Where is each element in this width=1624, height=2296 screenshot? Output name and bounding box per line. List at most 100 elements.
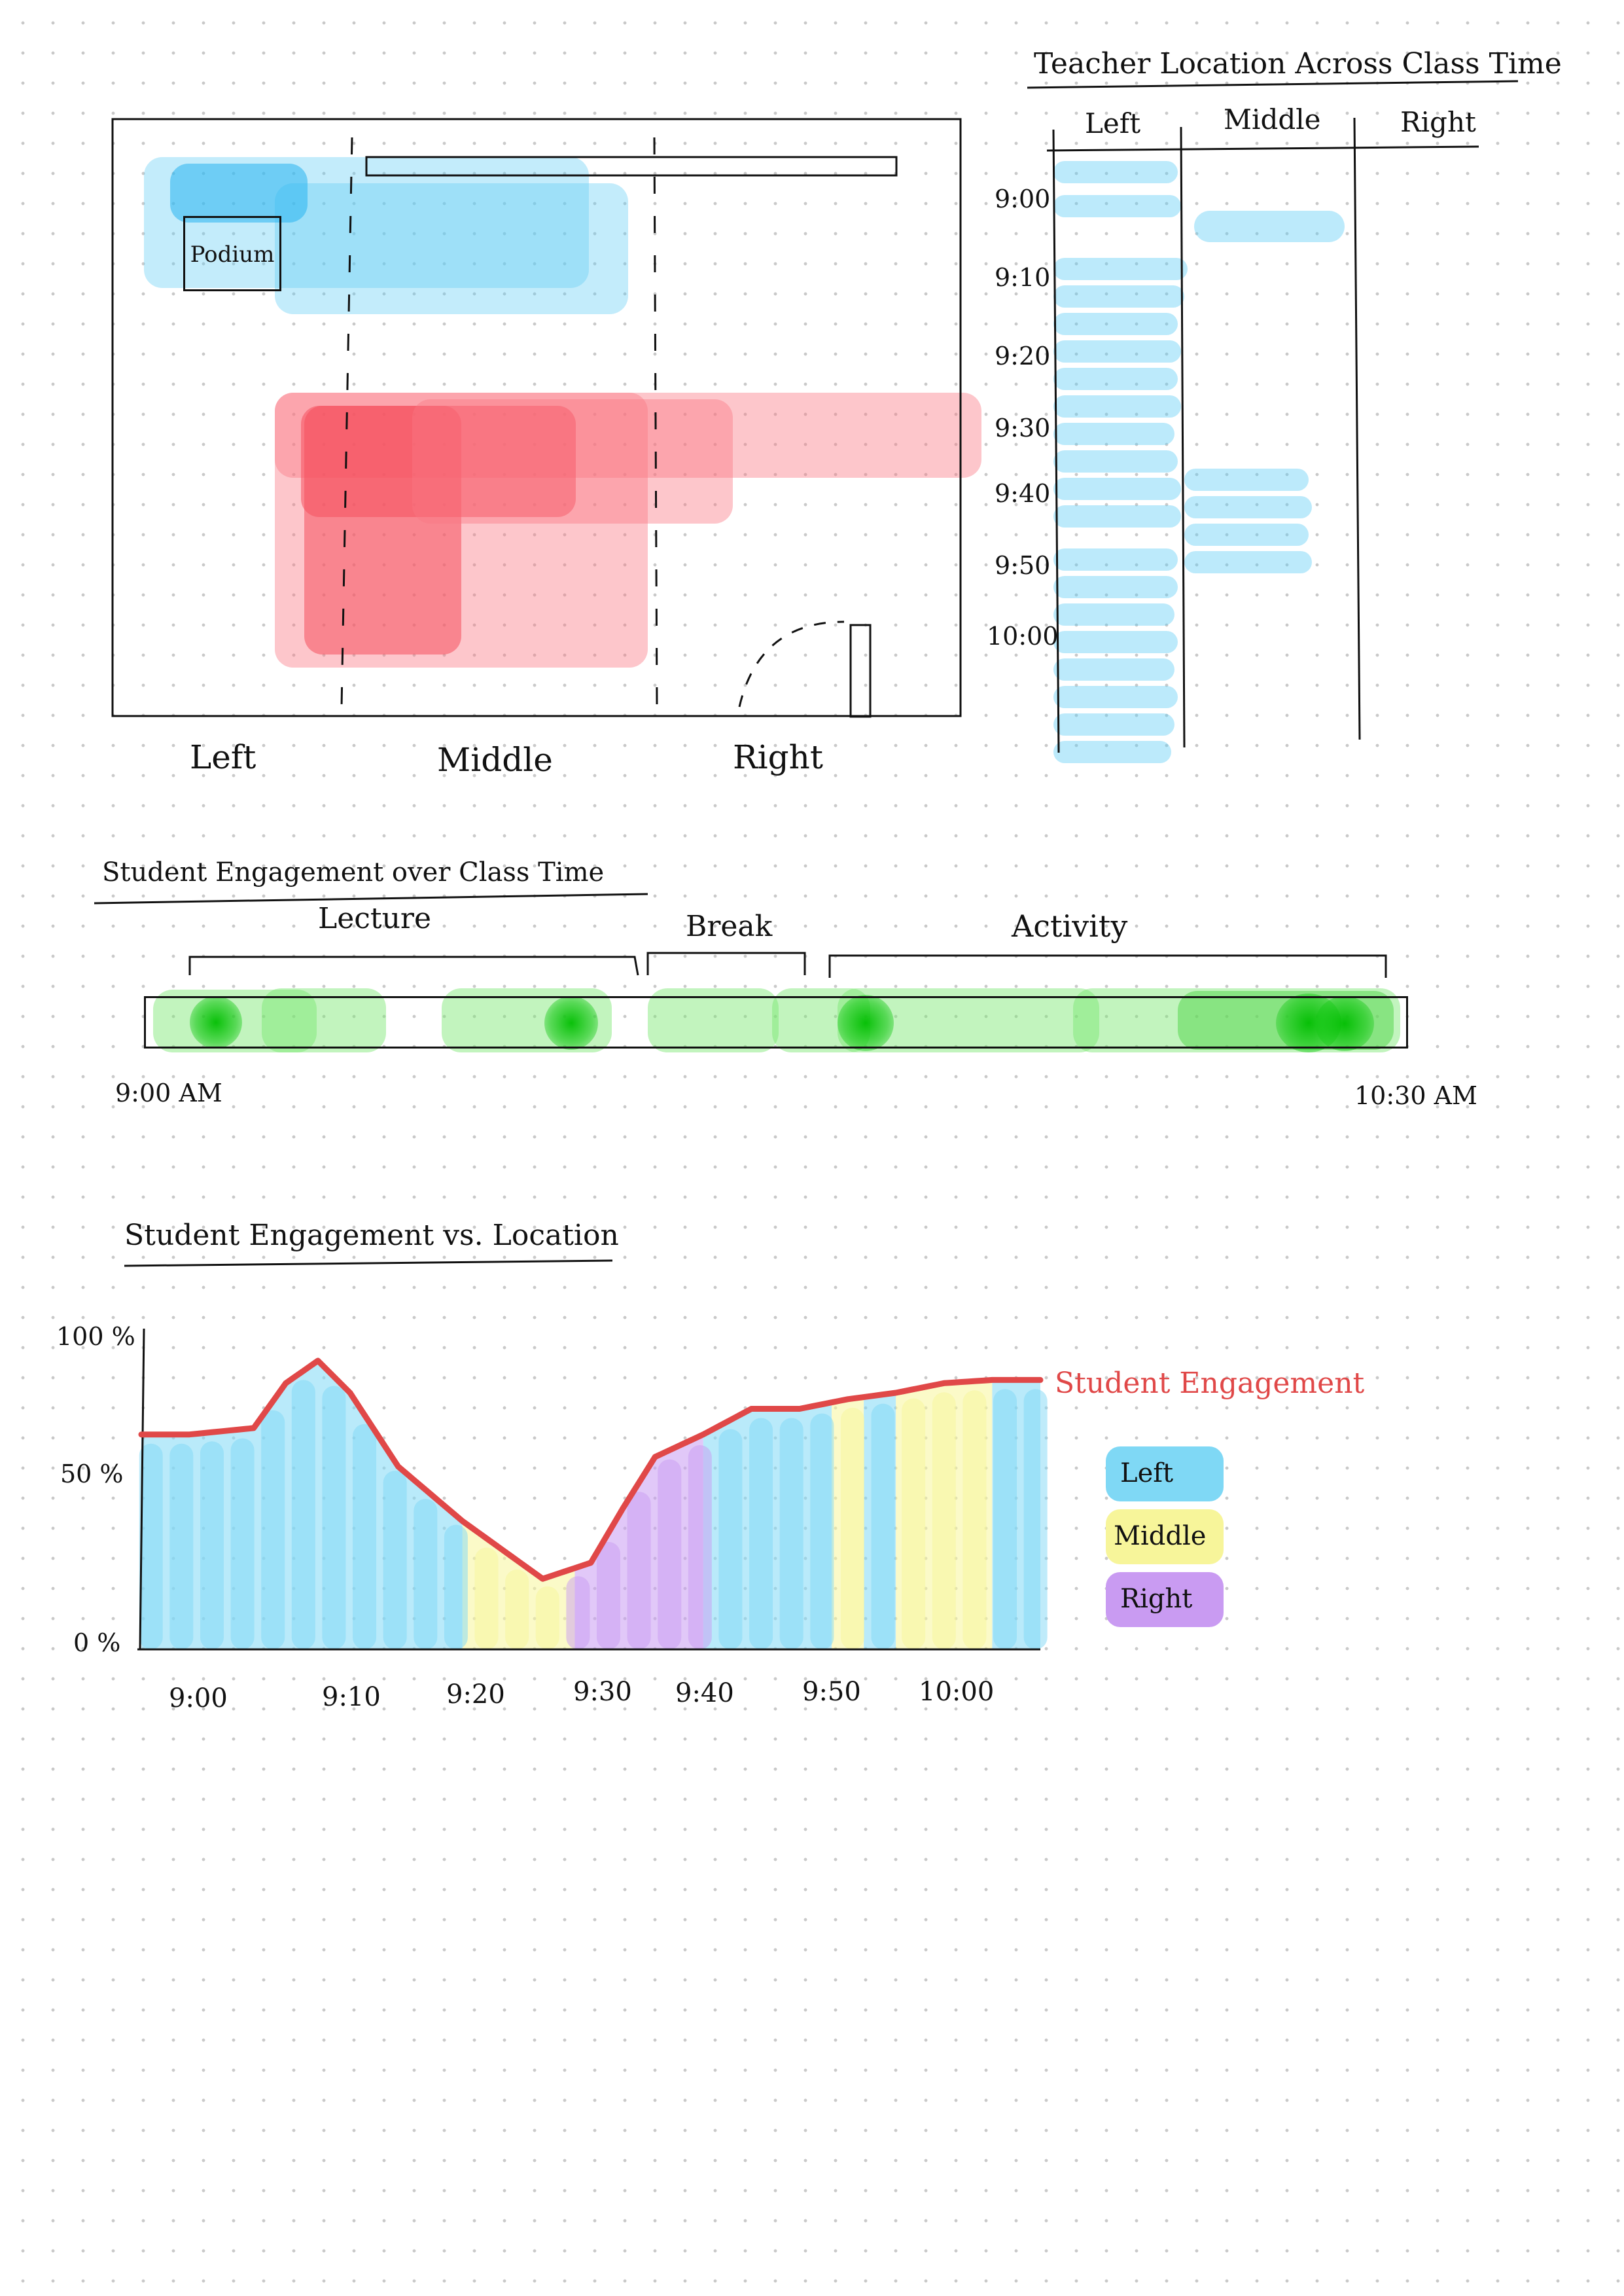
marker-stroke	[200, 1441, 224, 1649]
x-tick-label: 10:00	[919, 1677, 995, 1707]
marker-stroke	[993, 1389, 1017, 1649]
engagement-peak	[838, 995, 894, 1051]
occupancy-bar	[1053, 603, 1174, 626]
occupancy-bar	[1053, 713, 1174, 736]
x-tick-label: 9:00	[169, 1683, 228, 1713]
time-label: 10:00	[987, 622, 1059, 651]
engagement-peak	[544, 996, 598, 1050]
title-underline	[94, 893, 648, 905]
chart-legend: Left Middle Right	[1106, 1446, 1224, 1627]
occupancy-bar	[1053, 450, 1178, 473]
marker-stroke	[322, 1386, 346, 1649]
classroom-outline	[111, 118, 962, 718]
student-heat-core	[304, 406, 461, 655]
door	[849, 624, 872, 718]
teacher-heat-core	[170, 164, 308, 223]
column-header-middle: Middle	[1224, 103, 1321, 135]
legend-item-right: Right	[1106, 1572, 1224, 1627]
occupancy-bar	[1053, 686, 1178, 708]
engagement-zone	[648, 988, 779, 1052]
time-label: 9:30	[995, 414, 1051, 442]
marker-stroke	[932, 1392, 956, 1649]
whiteboard	[365, 156, 898, 177]
door-swing	[738, 620, 845, 708]
legend-item-left: Left	[1106, 1446, 1224, 1501]
zone-label-left: Left	[190, 738, 256, 776]
occupancy-bar	[1184, 551, 1312, 573]
occupancy-bar	[1184, 524, 1309, 546]
marker-stroke	[718, 1429, 743, 1649]
podium-label: Podium	[190, 242, 275, 268]
marker-stroke	[810, 1413, 834, 1649]
occupancy-bar	[1053, 478, 1181, 500]
marker-stroke	[902, 1398, 926, 1649]
occupancy-bar	[1053, 340, 1181, 363]
engagement-peak	[190, 996, 242, 1049]
phase-label-break: Break	[686, 910, 773, 943]
occupancy-bar	[1053, 658, 1174, 681]
engagement-location-chart	[137, 1328, 1048, 1651]
zone-label-middle: Middle	[437, 741, 553, 779]
occupancy-bar	[1053, 423, 1174, 445]
occupancy-bar	[1053, 285, 1184, 308]
marker-stroke	[779, 1418, 803, 1649]
column-header-left: Left	[1085, 107, 1141, 139]
marker-stroke	[962, 1390, 987, 1649]
engagement-timeline-bar	[144, 988, 1408, 1052]
table-grid	[1046, 117, 1479, 753]
engagement-timeline-title: Student Engagement over Class Time	[102, 857, 605, 888]
occupancy-bar	[1053, 258, 1188, 280]
y-tick-label: 50 %	[60, 1460, 124, 1488]
legend-item-middle: Middle	[1106, 1509, 1224, 1564]
series-label-engagement: Student Engagement	[1055, 1367, 1365, 1400]
marker-stroke	[353, 1424, 377, 1649]
marker-stroke	[261, 1410, 285, 1649]
occupancy-bar	[1053, 576, 1178, 598]
occupancy-bar	[1053, 368, 1178, 390]
legend-label: Middle	[1114, 1521, 1207, 1551]
title-underline	[1027, 80, 1519, 89]
marker-stroke	[688, 1444, 712, 1649]
occupancy-bar	[1184, 496, 1312, 518]
x-tick-label: 9:20	[446, 1679, 505, 1710]
marker-stroke	[291, 1380, 315, 1649]
legend-label: Left	[1120, 1458, 1174, 1488]
marker-stroke	[474, 1547, 499, 1649]
time-label: 9:00	[995, 185, 1051, 213]
x-tick-label: 9:50	[802, 1677, 861, 1707]
occupancy-bar	[1053, 741, 1171, 763]
y-tick-label: 0 %	[73, 1628, 121, 1657]
x-tick-label: 9:30	[573, 1677, 632, 1707]
occupancy-bar	[1053, 161, 1178, 183]
teacher-location-table: Left Middle Right 9:00 9:10 9:20 9:30 9:…	[981, 98, 1505, 763]
zone-label-right: Right	[733, 738, 823, 776]
y-tick-label: 100 %	[56, 1322, 135, 1351]
marker-stroke	[535, 1586, 559, 1649]
engagement-line	[138, 1357, 1044, 1582]
occupancy-bar	[1053, 505, 1181, 528]
student-heat-zone	[412, 399, 733, 524]
marker-stroke	[505, 1569, 529, 1649]
occupancy-bar	[1053, 313, 1178, 335]
marker-stroke	[169, 1443, 194, 1649]
time-label: 9:40	[995, 479, 1051, 508]
marker-stroke	[627, 1492, 651, 1649]
y-axis	[139, 1328, 145, 1650]
marker-stroke	[1023, 1389, 1048, 1649]
chart-title: Student Engagement vs. Location	[124, 1219, 619, 1252]
engagement-zone	[262, 988, 386, 1052]
occupancy-bar	[1053, 195, 1181, 217]
marker-stroke	[658, 1459, 682, 1649]
phase-brackets	[188, 952, 1387, 978]
occupancy-bar	[1053, 395, 1181, 418]
teacher-location-title: Teacher Location Across Class Time	[1034, 47, 1562, 81]
marker-stroke	[230, 1438, 255, 1649]
timeline-end-label: 10:30 AM	[1354, 1081, 1477, 1110]
marker-stroke	[383, 1471, 407, 1649]
marker-stroke	[871, 1403, 895, 1649]
engagement-peak	[1315, 996, 1374, 1051]
x-tick-label: 9:10	[322, 1682, 381, 1712]
title-underline	[124, 1259, 613, 1267]
occupancy-bar	[1184, 469, 1309, 491]
marker-stroke	[139, 1443, 163, 1649]
